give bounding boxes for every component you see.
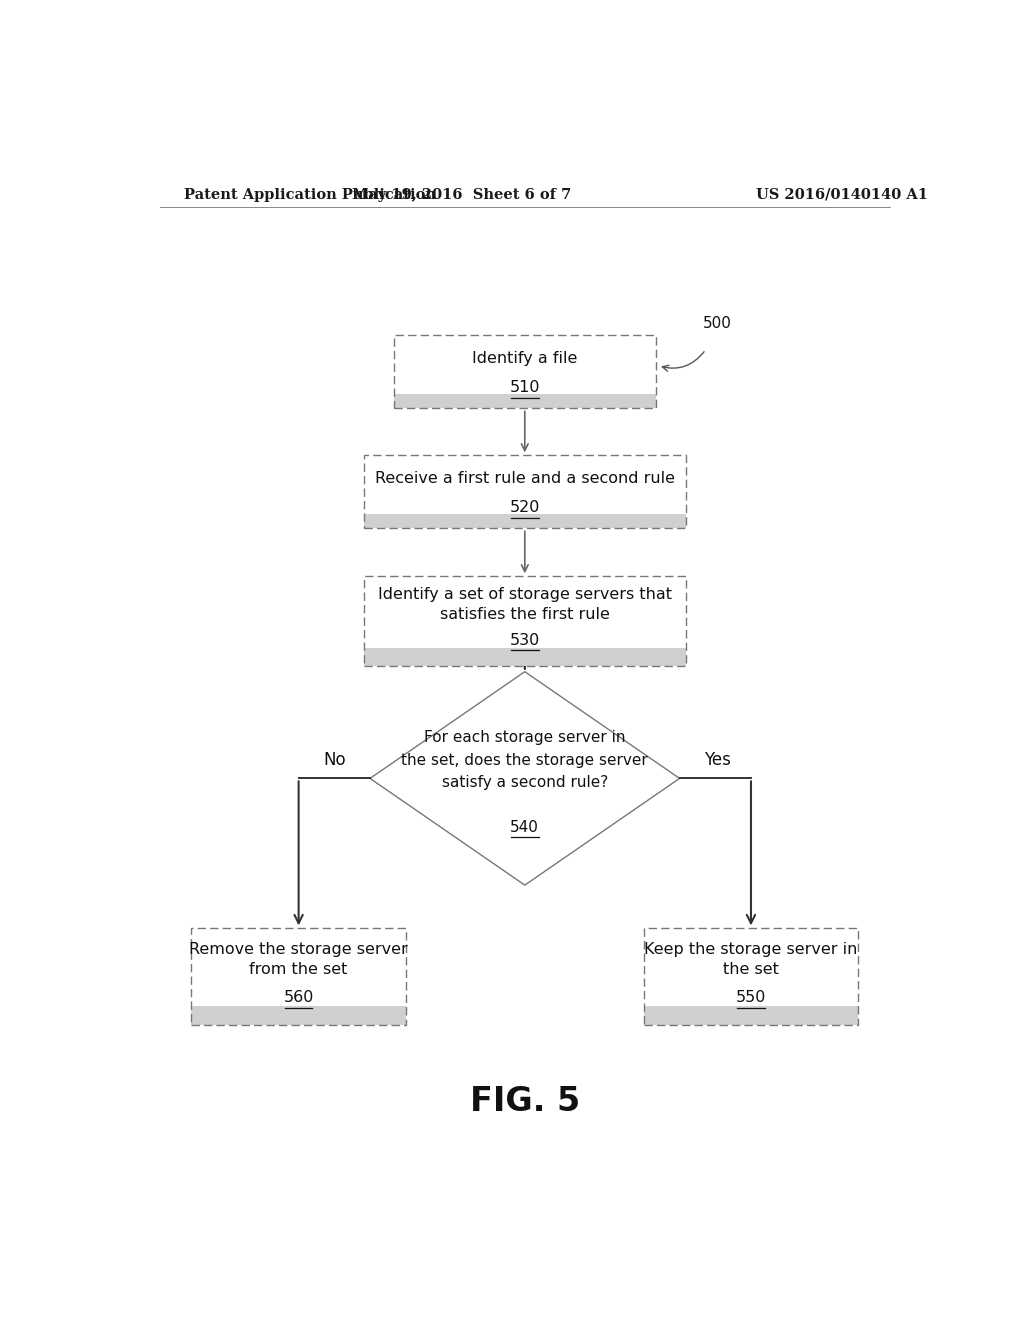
Text: satisfy a second rule?: satisfy a second rule? [441, 775, 608, 789]
Text: No: No [323, 751, 346, 770]
Polygon shape [365, 576, 685, 665]
FancyArrowPatch shape [663, 351, 705, 371]
Text: 510: 510 [510, 380, 540, 396]
Text: 500: 500 [703, 317, 732, 331]
Polygon shape [365, 513, 685, 528]
Text: 520: 520 [510, 500, 540, 515]
Text: Receive a first rule and a second rule: Receive a first rule and a second rule [375, 471, 675, 486]
Polygon shape [370, 672, 680, 886]
Text: Patent Application Publication: Patent Application Publication [183, 187, 435, 202]
Text: Keep the storage server in: Keep the storage server in [644, 941, 858, 957]
Text: Yes: Yes [705, 751, 731, 770]
Polygon shape [644, 928, 858, 1024]
Text: For each storage server in: For each storage server in [424, 730, 626, 746]
Polygon shape [365, 455, 685, 528]
Text: 560: 560 [284, 990, 313, 1006]
Text: Identify a file: Identify a file [472, 351, 578, 366]
Text: May 19, 2016  Sheet 6 of 7: May 19, 2016 Sheet 6 of 7 [351, 187, 571, 202]
Text: FIG. 5: FIG. 5 [470, 1085, 580, 1118]
Polygon shape [644, 1006, 858, 1024]
Text: US 2016/0140140 A1: US 2016/0140140 A1 [757, 187, 928, 202]
Polygon shape [365, 648, 685, 665]
Text: the set, does the storage server: the set, does the storage server [401, 752, 648, 768]
Polygon shape [394, 393, 655, 408]
Polygon shape [191, 928, 406, 1024]
Text: Remove the storage server: Remove the storage server [189, 941, 408, 957]
Text: 550: 550 [736, 990, 766, 1006]
Polygon shape [394, 335, 655, 408]
Text: satisfies the first rule: satisfies the first rule [440, 607, 609, 623]
Text: the set: the set [723, 962, 779, 977]
Polygon shape [191, 1006, 406, 1024]
Text: from the set: from the set [250, 962, 348, 977]
Text: Identify a set of storage servers that: Identify a set of storage servers that [378, 587, 672, 602]
Text: 530: 530 [510, 634, 540, 648]
Text: 540: 540 [510, 820, 540, 834]
